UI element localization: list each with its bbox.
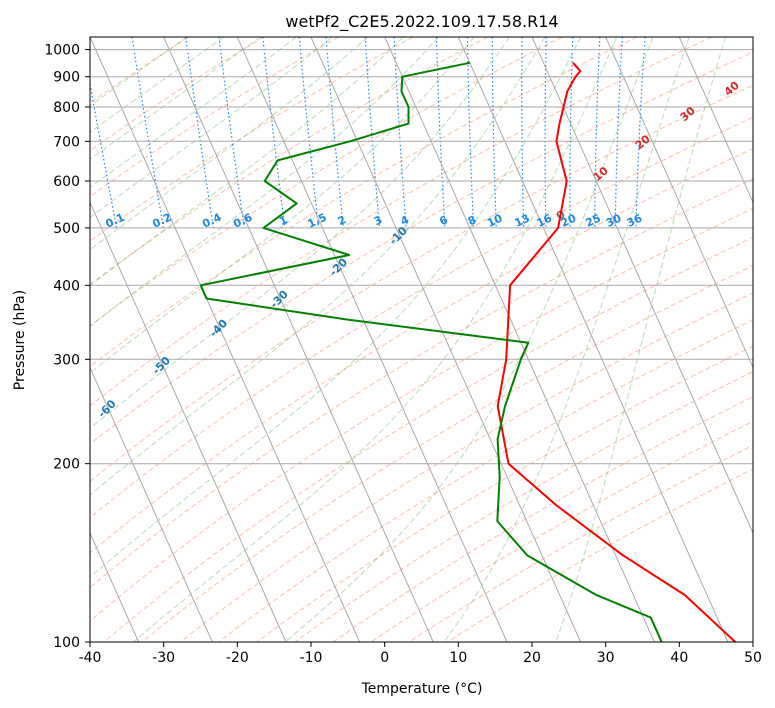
mixing-ratio-line [325, 37, 344, 228]
chart-title: wetPf2_C2E5.2022.109.17.58.R14 [285, 12, 558, 32]
isotherm-line [0, 37, 65, 642]
isotherm-line [678, 37, 753, 204]
dry-adiabat-line [90, 37, 712, 407]
dewpoint-profile-line [199, 61, 663, 642]
y-tick-label: 200 [53, 457, 80, 473]
mixing-ratio-label: 16 [535, 211, 555, 229]
dry-adiabat-line [90, 51, 753, 445]
moist-adiabat-line [90, 37, 510, 429]
moist-adiabat-line [90, 37, 475, 374]
isotherm-line [163, 37, 434, 642]
mixing-ratio-label: 13 [513, 212, 532, 230]
x-tick-label: -20 [226, 650, 249, 666]
isotherm-line [236, 37, 508, 642]
temperature-profile-line [496, 62, 736, 642]
moist-adiabat-line [133, 37, 618, 642]
x-tick-label: 40 [670, 650, 688, 666]
mixing-ratio-label: 20 [559, 211, 579, 229]
x-axis-label: Temperature (°C) [361, 681, 483, 697]
isotherm-label: -80 [0, 479, 8, 502]
y-tick-label: 800 [53, 100, 80, 116]
isotherm-line [90, 366, 213, 642]
isotherm-line [310, 37, 582, 642]
moist-adiabat-line [90, 37, 582, 578]
moist-adiabat-line [90, 37, 439, 327]
plot-frame [89, 36, 754, 643]
mixing-ratio-label: 36 [625, 211, 645, 229]
dry-adiabat-line [218, 319, 753, 642]
mixing-ratio-line [298, 37, 320, 228]
dry-adiabat-line [90, 37, 190, 104]
moist-adiabat-line [90, 37, 333, 219]
y-tick-label: 500 [53, 221, 80, 237]
y-tick-label: 900 [53, 70, 80, 86]
moist-adiabat-line [90, 37, 225, 133]
moist-adiabat-line [443, 37, 690, 642]
x-tick-label: 10 [449, 650, 467, 666]
y-tick-label: 400 [53, 278, 80, 294]
mixing-ratio-line [185, 37, 214, 228]
dry-adiabat-line [90, 207, 753, 622]
isotherm-line [752, 37, 753, 39]
x-tick-label: 20 [523, 650, 541, 666]
axes: -40 -30 -20 -10 0 10 20 30 40 50 1000 900 800 700 600 5… [44, 43, 762, 666]
dry-adiabat-line [90, 147, 753, 554]
x-tick-label: -40 [79, 650, 102, 666]
isotherm-line [457, 37, 729, 642]
dry-adiabat-line [294, 371, 753, 642]
plot-area [90, 37, 753, 642]
profile-lines [199, 61, 736, 642]
y-tick-label: 700 [53, 134, 80, 150]
dry-adiabat-line [103, 236, 753, 642]
dry-adiabat-line [90, 37, 488, 285]
isotherm-line [384, 37, 655, 642]
moist-adiabat-line [90, 37, 546, 496]
mixing-ratio-label: 30 [604, 211, 624, 229]
y-tick-label: 300 [53, 352, 80, 368]
x-tick-label: -30 [152, 650, 175, 666]
x-tick-label: 0 [380, 650, 389, 666]
mixing-ratio-line [262, 37, 286, 228]
moist-adiabat-line [90, 37, 404, 287]
dry-adiabat-line [90, 116, 753, 519]
dry-adiabat-line [90, 37, 339, 198]
isotherm-line [605, 37, 753, 369]
x-tick-label: 50 [744, 650, 762, 666]
isotherm-line [90, 37, 361, 642]
dry-adiabat-line [256, 345, 753, 642]
mixing-ratio-label: 10 [485, 211, 505, 229]
isotherm-line [90, 531, 140, 642]
dry-adiabat-line [90, 37, 563, 327]
y-tick-label: 1000 [44, 43, 80, 59]
dry-adiabat-line [90, 84, 753, 482]
x-tick-label: 30 [597, 650, 615, 666]
isotherm-line [531, 37, 753, 535]
dry-adiabat-line [332, 396, 753, 642]
moist-adiabat-line [90, 37, 188, 107]
moist-adiabat-line [90, 37, 369, 251]
y-tick-label: 600 [53, 174, 80, 190]
moist-adiabat-line [555, 37, 727, 642]
x-tick-label: -10 [300, 650, 323, 666]
isotherm-line [90, 201, 287, 642]
mixing-ratio-line [218, 37, 245, 228]
dry-adiabat-line [90, 178, 753, 589]
y-tick-label: 100 [53, 635, 80, 651]
y-axis-label: Pressure (hPa) [12, 290, 28, 390]
mixing-ratio-label: 25 [584, 212, 603, 230]
